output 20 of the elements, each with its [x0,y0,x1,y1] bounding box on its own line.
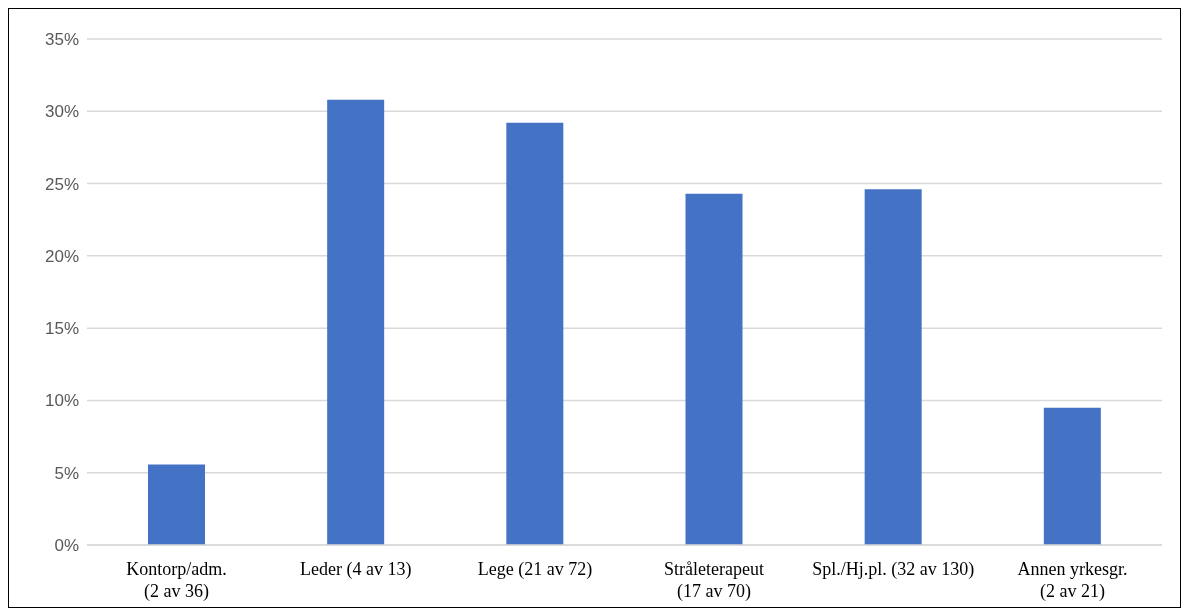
y-tick-label: 20% [44,246,79,266]
bar [148,464,205,545]
x-tick-label: Kontorp/adm. (2 av 36) [126,559,227,602]
x-tick-label: Leder (4 av 13) [300,559,412,580]
y-tick-label: 30% [44,102,79,122]
x-tick-label: Stråleterapeut (17 av 70) [664,559,765,602]
bar [506,122,564,545]
x-tick-label: Annen yrkesgr. (2 av 21) [1017,559,1128,602]
bar [327,99,385,545]
x-tick-label: Spl./Hj.pl. (32 av 130) [812,559,975,580]
y-tick-label: 10% [44,391,79,411]
y-tick-label: 25% [44,174,79,194]
bar [1043,407,1101,545]
y-tick-label: 35% [44,30,79,50]
y-tick-label: 15% [44,319,79,339]
bar [864,189,922,545]
y-tick-label: 0% [54,536,79,556]
x-tick-label: Lege (21 av 72) [477,559,593,580]
bar [685,193,743,545]
y-tick-label: 5% [54,463,79,483]
